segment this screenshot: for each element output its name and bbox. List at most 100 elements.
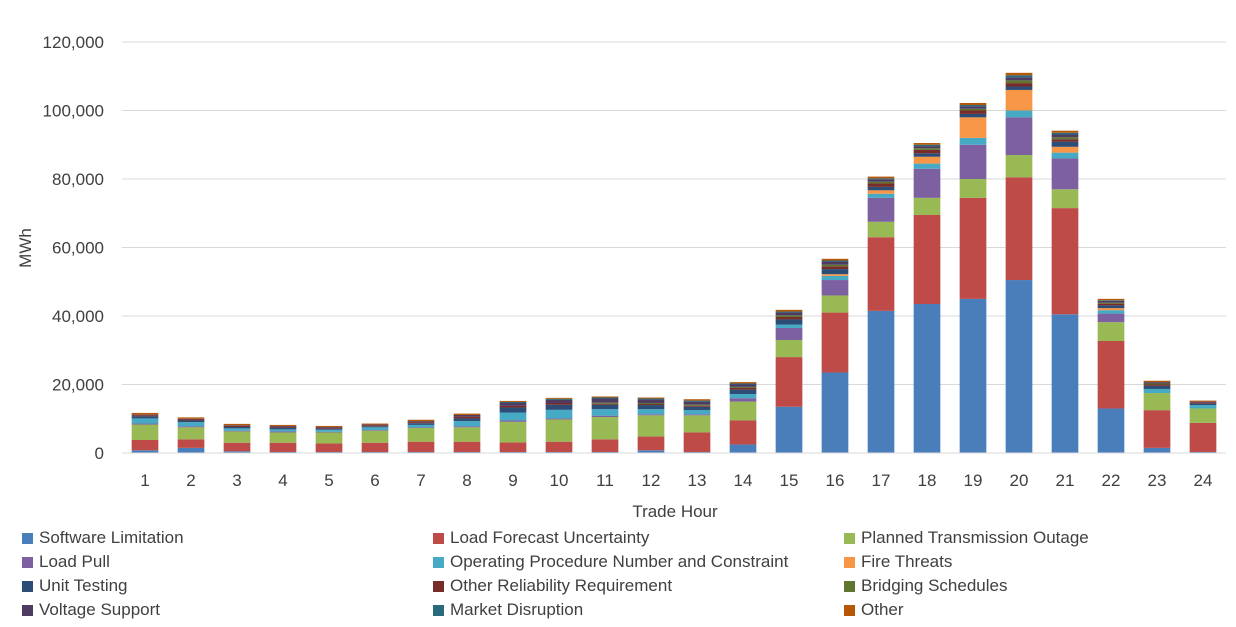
bar-stack-hour-20 bbox=[1005, 72, 1033, 453]
legend-swatch bbox=[433, 580, 444, 592]
bar-segment-software-limitation bbox=[775, 406, 803, 453]
bar-segment-bridging-schedules bbox=[637, 402, 665, 405]
bar-segment-load-pull bbox=[729, 398, 757, 402]
bar-segment-other-reliability-requirement bbox=[1143, 384, 1171, 386]
bar-segment-load-forecast-uncertainty bbox=[959, 197, 987, 299]
legend-label: Other bbox=[861, 600, 904, 619]
bar-segment-other bbox=[1097, 298, 1125, 301]
bar-segment-voltage-support bbox=[407, 421, 435, 423]
bar-segment-other bbox=[913, 143, 941, 145]
bar-segment-software-limitation bbox=[867, 310, 895, 453]
bar-segment-load-forecast-uncertainty bbox=[177, 439, 205, 448]
bar-segment-voltage-support bbox=[269, 425, 297, 427]
bar-segment-unit-testing bbox=[637, 405, 665, 410]
bar-segment-planned-transmission-outage bbox=[1143, 393, 1171, 411]
bar-segment-operating-procedure-number-and-constraint bbox=[1005, 110, 1033, 118]
x-tick-label: 15 bbox=[780, 471, 799, 490]
bar-segment-planned-transmission-outage bbox=[1005, 155, 1033, 178]
bar-segment-bridging-schedules bbox=[1143, 383, 1171, 385]
legend-swatch bbox=[844, 556, 855, 568]
bar-segment-unit-testing bbox=[821, 269, 849, 275]
bar-segment-market-disruption bbox=[729, 383, 757, 385]
bar-segment-planned-transmission-outage bbox=[361, 430, 389, 443]
bar-segment-other-reliability-requirement bbox=[637, 404, 665, 406]
bar-stack-hour-13 bbox=[683, 399, 711, 453]
bar-segment-software-limitation bbox=[729, 444, 757, 453]
bar-segment-other bbox=[775, 309, 803, 312]
legend-label: Software Limitation bbox=[39, 528, 184, 547]
legend-swatch bbox=[844, 604, 855, 616]
bar-segment-load-pull bbox=[913, 168, 941, 198]
legend-swatch bbox=[433, 604, 444, 616]
bar-stack-hour-4 bbox=[269, 424, 297, 453]
bar-segment-bridging-schedules bbox=[775, 315, 803, 318]
legend-item: Voltage Support bbox=[22, 599, 160, 621]
legend-label: Unit Testing bbox=[39, 576, 128, 595]
bar-segment-fire-threats bbox=[1097, 308, 1125, 311]
bar-stack-hour-24 bbox=[1189, 400, 1217, 453]
bar-segment-planned-transmission-outage bbox=[867, 221, 895, 238]
legend-label: Operating Procedure Number and Constrain… bbox=[450, 552, 789, 571]
bar-segment-operating-procedure-number-and-constraint bbox=[361, 427, 389, 431]
bar-segment-other-reliability-requirement bbox=[821, 266, 849, 270]
legend-swatch bbox=[844, 532, 855, 544]
bar-segment-other bbox=[867, 176, 895, 179]
bar-segment-voltage-support bbox=[729, 384, 757, 387]
bar-segment-software-limitation bbox=[1005, 280, 1033, 453]
bar-segment-operating-procedure-number-and-constraint bbox=[775, 324, 803, 328]
bar-segment-market-disruption bbox=[1097, 300, 1125, 301]
bar-segment-software-limitation bbox=[959, 298, 987, 453]
bar-segment-other bbox=[545, 397, 573, 399]
bar-segment-load-forecast-uncertainty bbox=[1143, 410, 1171, 448]
bar-segment-unit-testing bbox=[959, 113, 987, 118]
x-tick-label: 9 bbox=[508, 471, 517, 490]
bar-segment-unit-testing bbox=[1097, 305, 1125, 309]
bar-segment-planned-transmission-outage bbox=[1051, 189, 1079, 209]
bar-segment-unit-testing bbox=[913, 153, 941, 157]
bar-segment-load-forecast-uncertainty bbox=[913, 214, 941, 305]
bar-segment-other-reliability-requirement bbox=[269, 426, 297, 428]
bar-segment-other-reliability-requirement bbox=[315, 427, 343, 429]
bar-segment-other-reliability-requirement bbox=[453, 416, 481, 419]
bar-segment-software-limitation bbox=[821, 372, 849, 453]
bar-segment-software-limitation bbox=[223, 451, 251, 453]
bar-segment-load-forecast-uncertainty bbox=[361, 442, 389, 452]
bar-segment-other-reliability-requirement bbox=[1189, 402, 1217, 404]
bar-segment-planned-transmission-outage bbox=[591, 417, 619, 440]
legend-label: Fire Threats bbox=[861, 552, 953, 571]
x-tick-label: 6 bbox=[370, 471, 379, 490]
bar-segment-other-reliability-requirement bbox=[499, 405, 527, 408]
x-tick-label: 16 bbox=[826, 471, 845, 490]
bar-segment-voltage-support bbox=[1051, 134, 1079, 138]
legend-label: Load Forecast Uncertainty bbox=[450, 528, 650, 547]
x-tick-label: 2 bbox=[186, 471, 195, 490]
y-tick-label: 0 bbox=[95, 444, 104, 463]
bar-segment-fire-threats bbox=[959, 117, 987, 138]
bar-segment-unit-testing bbox=[407, 423, 435, 425]
bar-segment-software-limitation bbox=[361, 451, 389, 453]
bar-segment-load-forecast-uncertainty bbox=[131, 439, 159, 451]
bar-segment-other bbox=[315, 425, 343, 427]
bar-segment-other bbox=[637, 397, 665, 399]
x-axis-tick-labels: 1 2 3 4 5 6 7 8 9 10 11 12 13 14 15 16 17 18 19 20 21 22 23 24 bbox=[140, 471, 1212, 490]
bar-segment-unit-testing bbox=[775, 319, 803, 325]
bar-segment-planned-transmission-outage bbox=[821, 295, 849, 313]
bar-segment-operating-procedure-number-and-constraint bbox=[407, 424, 435, 428]
legend-swatch bbox=[22, 580, 33, 592]
x-tick-label: 13 bbox=[688, 471, 707, 490]
bar-segment-unit-testing bbox=[269, 427, 297, 430]
bar-segment-other-reliability-requirement bbox=[959, 110, 987, 114]
bar-segment-planned-transmission-outage bbox=[1189, 408, 1217, 423]
x-tick-label: 8 bbox=[462, 471, 471, 490]
bar-segment-bridging-schedules bbox=[867, 181, 895, 184]
bar-segment-bridging-schedules bbox=[821, 264, 849, 267]
bar-segment-other-reliability-requirement bbox=[591, 403, 619, 405]
bar-segment-operating-procedure-number-and-constraint bbox=[1051, 152, 1079, 159]
bar-stack-hour-15 bbox=[775, 309, 803, 453]
bar-segment-market-disruption bbox=[913, 144, 941, 147]
bar-segment-fire-threats bbox=[1005, 89, 1033, 111]
bar-segment-software-limitation bbox=[1143, 447, 1171, 453]
bar-stack-hour-8 bbox=[453, 413, 481, 453]
bar-segment-market-disruption bbox=[683, 400, 711, 402]
